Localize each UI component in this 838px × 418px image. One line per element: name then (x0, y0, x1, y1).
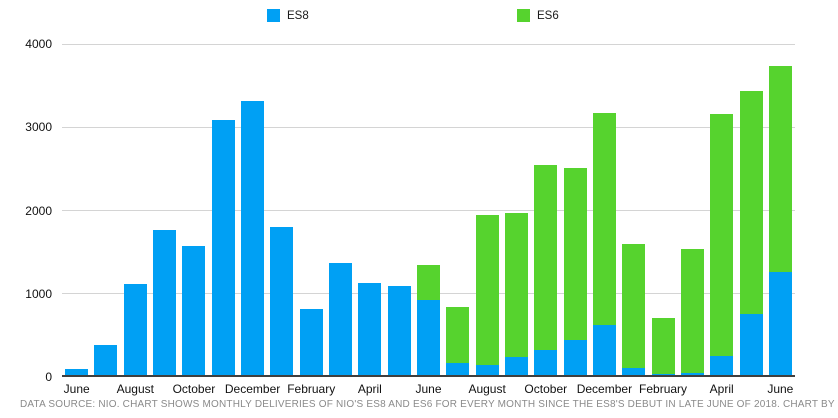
bar-es8-jun-2018 (65, 368, 89, 377)
bar-es6-jun-2020 (768, 65, 792, 272)
es6-legend-swatch-icon (517, 9, 530, 22)
x-axis-line (62, 375, 795, 377)
bar-es8-jan-2020 (622, 368, 646, 377)
y-axis-label-3000: 3000 (25, 120, 52, 135)
es8-legend-swatch-icon (267, 9, 280, 22)
bar-es8-feb-2019 (299, 309, 323, 377)
bar-es8-apr-2019 (358, 283, 382, 377)
x-axis-label-0-june: June (63, 382, 90, 396)
x-axis-label-2-october: October (172, 382, 216, 396)
y-axis-label-4000: 4000 (25, 37, 52, 51)
x-axis-label-12-june: June (767, 382, 794, 396)
bar-es8-jun-2019 (417, 299, 440, 377)
bar-es8-mar-2019 (329, 262, 353, 377)
bar-es6-mar-2020 (680, 249, 704, 373)
y-axis-label-2000: 2000 (25, 203, 52, 218)
bar-es8-nov-2018 (211, 119, 235, 377)
y-axis-label-1000: 1000 (25, 286, 52, 301)
legend-item-es6: ES6 (517, 9, 559, 22)
bar-es6-jun-2019 (417, 265, 440, 300)
chart-plot-area (62, 43, 795, 377)
x-axis-label-3-december: December (224, 382, 281, 396)
bar-es6-may-2020 (739, 90, 763, 315)
bar-es8-oct-2019 (534, 349, 558, 377)
gridline-4000 (62, 43, 795, 45)
bar-es8-jul-2018 (94, 345, 118, 377)
bar-es6-oct-2019 (534, 165, 558, 350)
bar-es8-dec-2018 (241, 100, 265, 377)
bar-es6-nov-2019 (563, 168, 587, 341)
x-axis-label-7-august: August (468, 382, 506, 396)
bar-es8-jun-2020 (768, 271, 792, 377)
x-axis-label-5-april: April (357, 382, 382, 396)
bar-es8-aug-2019 (475, 364, 499, 377)
bar-es6-apr-2020 (710, 114, 734, 357)
bar-es6-sep-2019 (504, 212, 528, 357)
bar-es8-aug-2018 (123, 283, 147, 377)
bar-es6-jan-2020 (622, 243, 646, 369)
gridline-3000 (62, 126, 795, 128)
bar-es8-dec-2019 (592, 324, 616, 377)
bar-es8-mar-2020 (680, 372, 704, 377)
x-axis-label-6-june: June (415, 382, 442, 396)
bar-es8-apr-2020 (710, 356, 734, 377)
bar-es8-may-2019 (387, 286, 411, 377)
legend-item-es8: ES8 (267, 9, 309, 22)
y-axis-label-0: 0 (45, 370, 52, 384)
bar-es8-sep-2018 (153, 229, 177, 377)
es6-legend-label: ES6 (537, 9, 559, 22)
bar-es8-sep-2019 (504, 356, 528, 377)
bar-es8-oct-2018 (182, 246, 206, 377)
bar-es8-jan-2019 (270, 226, 294, 377)
bar-es8-nov-2019 (563, 340, 587, 377)
bar-es6-aug-2019 (475, 215, 499, 365)
source-caption: DATA SOURCE: NIO. CHART SHOWS MONTHLY DE… (20, 399, 835, 410)
bar-es6-dec-2019 (592, 113, 616, 325)
x-axis-label-11-april: April (709, 382, 734, 396)
gridline-2000 (62, 210, 795, 211)
x-axis-label-1-august: August (116, 382, 154, 396)
x-axis-label-9-december: December (576, 382, 633, 396)
x-axis-label-10-february: February (639, 382, 688, 396)
bar-es8-may-2020 (739, 314, 763, 377)
bar-es6-feb-2020 (651, 318, 675, 375)
bar-es6-jul-2019 (446, 307, 470, 364)
x-axis-label-4-february: February (287, 382, 336, 396)
es8-legend-label: ES8 (287, 9, 309, 22)
bar-es8-jul-2019 (446, 363, 470, 377)
x-axis-label-8-october: October (524, 382, 568, 396)
